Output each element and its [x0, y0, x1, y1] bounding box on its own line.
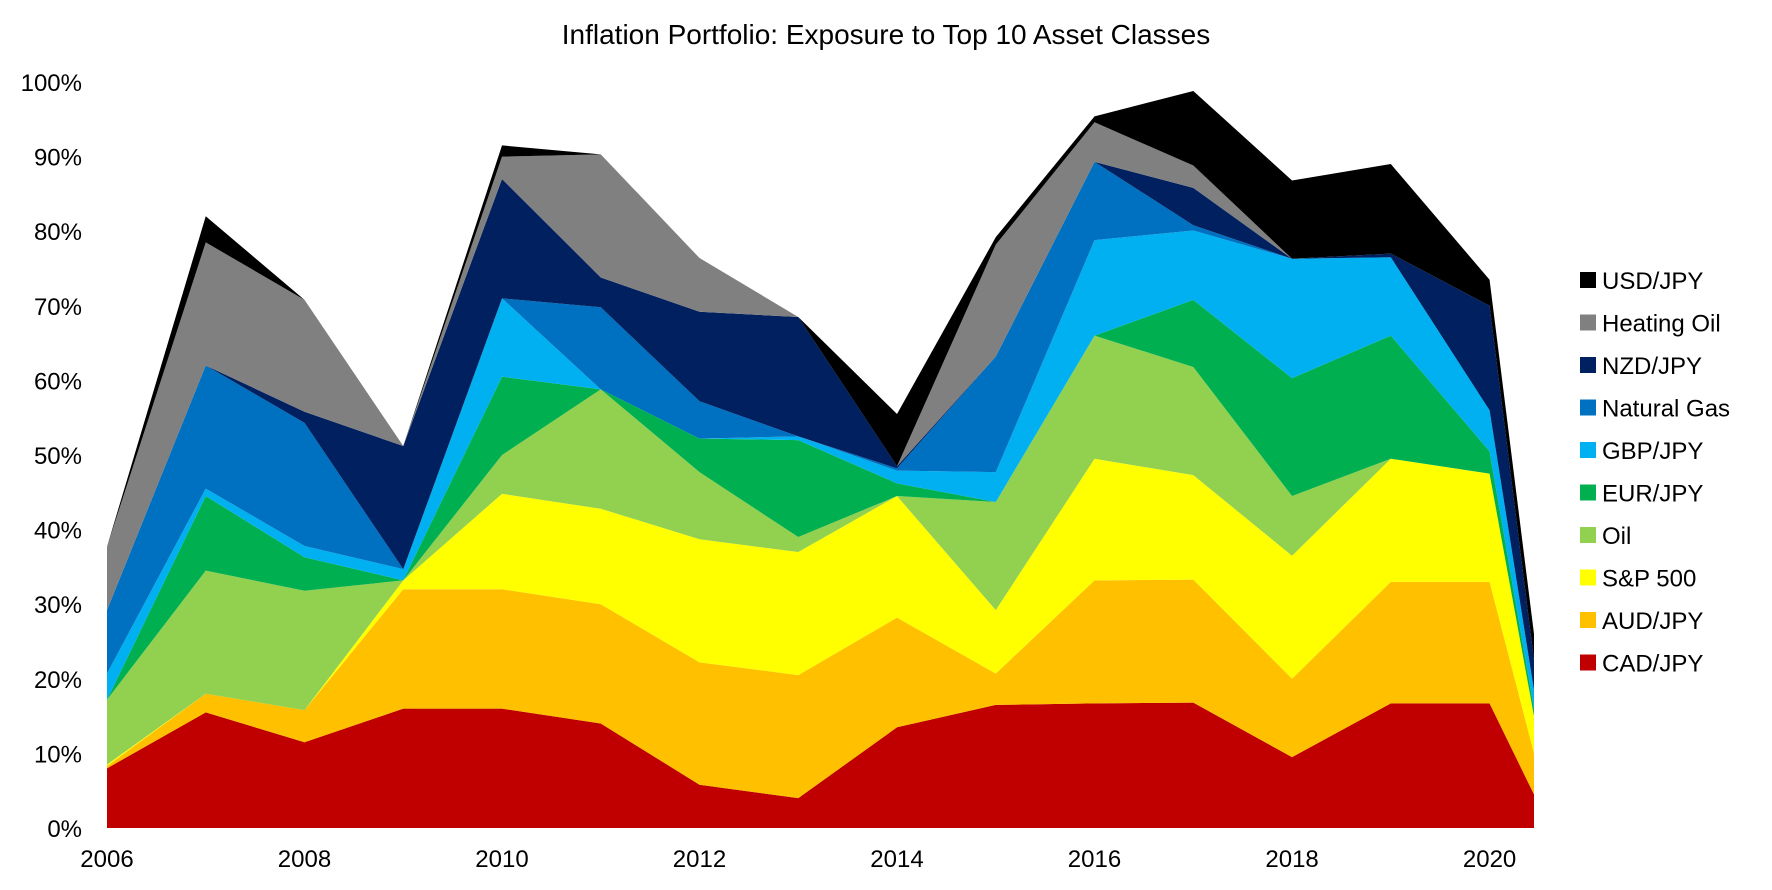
x-axis: 2006 2008 2010 2012 2014 2016 2018 2020 [80, 846, 1516, 873]
x-tick-label: 2014 [870, 846, 923, 873]
y-tick-label: 20% [34, 667, 82, 694]
legend-label: Heating Oil [1602, 311, 1721, 338]
legend-swatch [1580, 272, 1596, 288]
chart-title: Inflation Portfolio: Exposure to Top 10 … [562, 19, 1211, 50]
legend-item-aud-jpy: AUD/JPY [1580, 608, 1703, 635]
y-tick-label: 80% [34, 219, 82, 246]
legend-swatch [1580, 357, 1596, 373]
y-tick-label: 0% [47, 816, 82, 843]
legend-swatch [1580, 612, 1596, 628]
legend-item-gbp-jpy: GBP/JPY [1580, 438, 1703, 465]
area-aud-jpy [107, 579, 1534, 799]
y-axis: 0% 10% 20% 30% 40% 50% 60% 70% 80% 90% 100% [21, 70, 82, 843]
areas-group [107, 90, 1534, 828]
legend-label: S&P 500 [1602, 566, 1696, 593]
legend-swatch [1580, 442, 1596, 458]
legend-swatch [1580, 569, 1596, 586]
legend-item-oil: Oil [1580, 523, 1631, 550]
legend-item-sandp-500: S&P 500 [1580, 566, 1696, 593]
x-tick-label: 2020 [1463, 846, 1516, 873]
y-tick-label: 90% [34, 145, 82, 172]
x-tick-label: 2010 [475, 846, 528, 873]
legend-label: CAD/JPY [1602, 651, 1703, 678]
legend-swatch [1580, 527, 1596, 543]
y-tick-label: 40% [34, 518, 82, 545]
legend-label: EUR/JPY [1602, 481, 1703, 508]
x-tick-label: 2018 [1265, 846, 1318, 873]
x-tick-label: 2006 [80, 846, 133, 873]
legend-item-nzd-jpy: NZD/JPY [1580, 353, 1702, 380]
legend-swatch [1580, 399, 1596, 416]
legend-swatch [1580, 654, 1596, 671]
legend-item-cad-jpy: CAD/JPY [1580, 651, 1703, 678]
area-nzd-jpy [107, 161, 1534, 690]
legend: USD/JPY Heating Oil NZD/JPY Natural Gas GBP/… [1580, 268, 1730, 678]
legend-label: USD/JPY [1602, 268, 1703, 295]
legend-label: NZD/JPY [1602, 353, 1702, 380]
area-oil [107, 335, 1534, 765]
legend-label: Oil [1602, 523, 1631, 550]
x-tick-label: 2008 [278, 846, 331, 873]
legend-label: GBP/JPY [1602, 438, 1703, 465]
legend-item-eur-jpy: EUR/JPY [1580, 481, 1703, 508]
y-tick-label: 50% [34, 443, 82, 470]
legend-item-natural-gas: Natural Gas [1580, 396, 1730, 423]
legend-swatch [1580, 314, 1596, 331]
area-gbp-jpy [107, 230, 1534, 709]
legend-item-usd-jpy: USD/JPY [1580, 268, 1703, 295]
y-tick-label: 100% [21, 70, 82, 97]
legend-label: Natural Gas [1602, 396, 1730, 423]
legend-item-heating-oil: Heating Oil [1580, 311, 1721, 338]
area-eur-jpy [107, 299, 1534, 717]
x-tick-label: 2016 [1068, 846, 1121, 873]
y-tick-label: 30% [34, 592, 82, 619]
x-tick-label: 2012 [673, 846, 726, 873]
area-sandp-500 [107, 458, 1534, 767]
legend-swatch [1580, 484, 1596, 501]
y-tick-label: 70% [34, 294, 82, 321]
legend-label: AUD/JPY [1602, 608, 1703, 635]
y-tick-label: 60% [34, 368, 82, 395]
y-tick-label: 10% [34, 741, 82, 768]
area-cad-jpy [107, 702, 1534, 828]
